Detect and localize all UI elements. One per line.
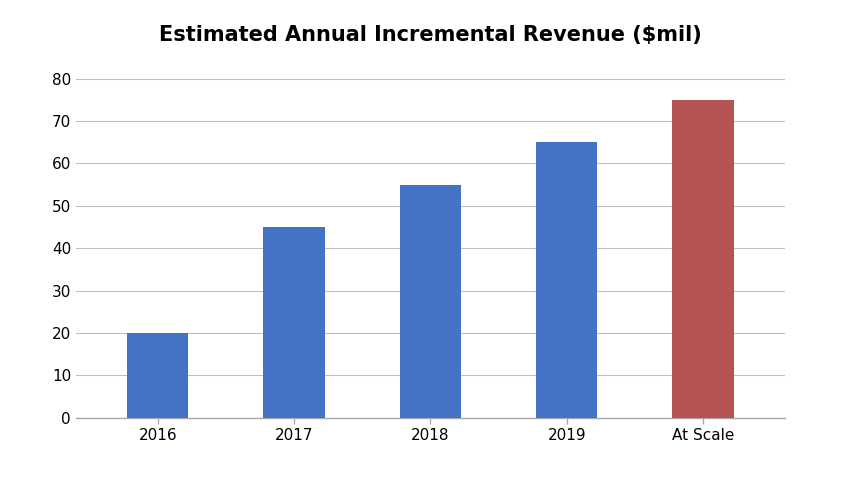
Title: Estimated Annual Incremental Revenue ($mil): Estimated Annual Incremental Revenue ($m…: [159, 25, 702, 45]
Bar: [127, 333, 188, 418]
Bar: [673, 100, 733, 418]
Bar: [400, 185, 461, 418]
Bar: [536, 142, 598, 418]
Bar: [263, 227, 325, 418]
